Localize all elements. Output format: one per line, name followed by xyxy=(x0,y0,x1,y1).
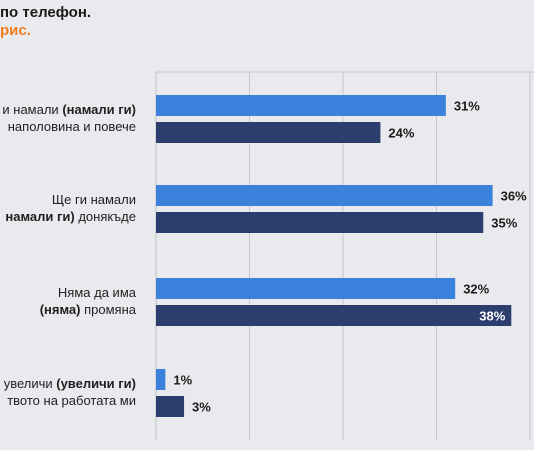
bar-dark-3 xyxy=(156,396,185,417)
bar-light-1 xyxy=(156,185,493,206)
bars xyxy=(156,95,512,417)
bar-dark-1 xyxy=(156,212,484,233)
bar-light-3 xyxy=(156,369,166,390)
bar-dark-0 xyxy=(156,122,381,143)
chart-title: по телефон. xyxy=(0,4,92,21)
chart-subtitle: рис. xyxy=(0,22,31,39)
value-label: 1% xyxy=(173,373,192,388)
bar-light-2 xyxy=(156,278,456,299)
category-label-2: Няма да има (няма) промяна xyxy=(39,285,136,317)
bar-light-0 xyxy=(156,95,446,116)
value-label: 38% xyxy=(479,309,505,324)
value-labels: 31% 24% 36% 35% 32% 38% 1%3% xyxy=(173,99,527,415)
bar-dark-2 xyxy=(156,305,512,326)
value-label: 24% xyxy=(388,126,414,141)
category-label-1: Ще ги намали намали ги) донякъде xyxy=(5,192,136,224)
value-label: 31% xyxy=(454,99,480,114)
category-label-3: увеличи (увеличи ги) твото на работата ми xyxy=(3,376,136,408)
value-label: 36% xyxy=(501,189,527,204)
value-label: 32% xyxy=(463,282,489,297)
value-label: 35% xyxy=(491,216,517,231)
category-label-0: и намали (намали ги) наполовина и повече xyxy=(2,102,136,134)
value-label: 3% xyxy=(192,400,211,415)
